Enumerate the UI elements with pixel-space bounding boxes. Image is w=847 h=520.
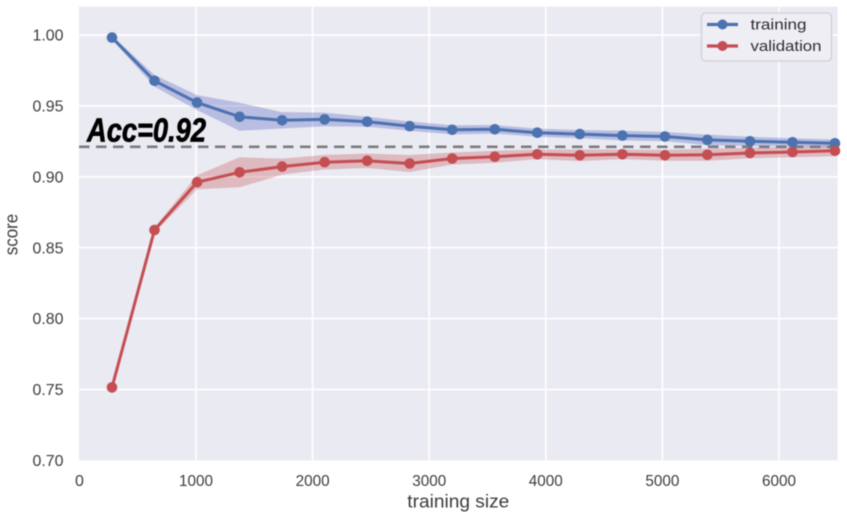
svg-text:5000: 5000: [645, 473, 679, 490]
svg-text:0.95: 0.95: [33, 99, 64, 116]
svg-text:Acc=0.92: Acc=0.92: [86, 112, 206, 149]
svg-text:0.90: 0.90: [33, 169, 64, 186]
svg-text:0.75: 0.75: [33, 382, 64, 399]
svg-text:0.70: 0.70: [33, 453, 64, 470]
svg-text:4000: 4000: [529, 473, 563, 490]
svg-text:training size: training size: [407, 492, 509, 512]
svg-text:3000: 3000: [412, 473, 446, 490]
svg-text:score: score: [2, 214, 22, 256]
svg-text:validation: validation: [751, 38, 822, 55]
svg-text:2000: 2000: [296, 473, 330, 490]
svg-text:1.00: 1.00: [33, 28, 64, 45]
svg-text:1000: 1000: [179, 473, 213, 490]
svg-text:training: training: [751, 17, 807, 34]
svg-text:0: 0: [75, 473, 84, 490]
svg-text:0.80: 0.80: [33, 311, 64, 328]
svg-text:6000: 6000: [762, 473, 796, 490]
svg-text:0.85: 0.85: [33, 240, 64, 257]
